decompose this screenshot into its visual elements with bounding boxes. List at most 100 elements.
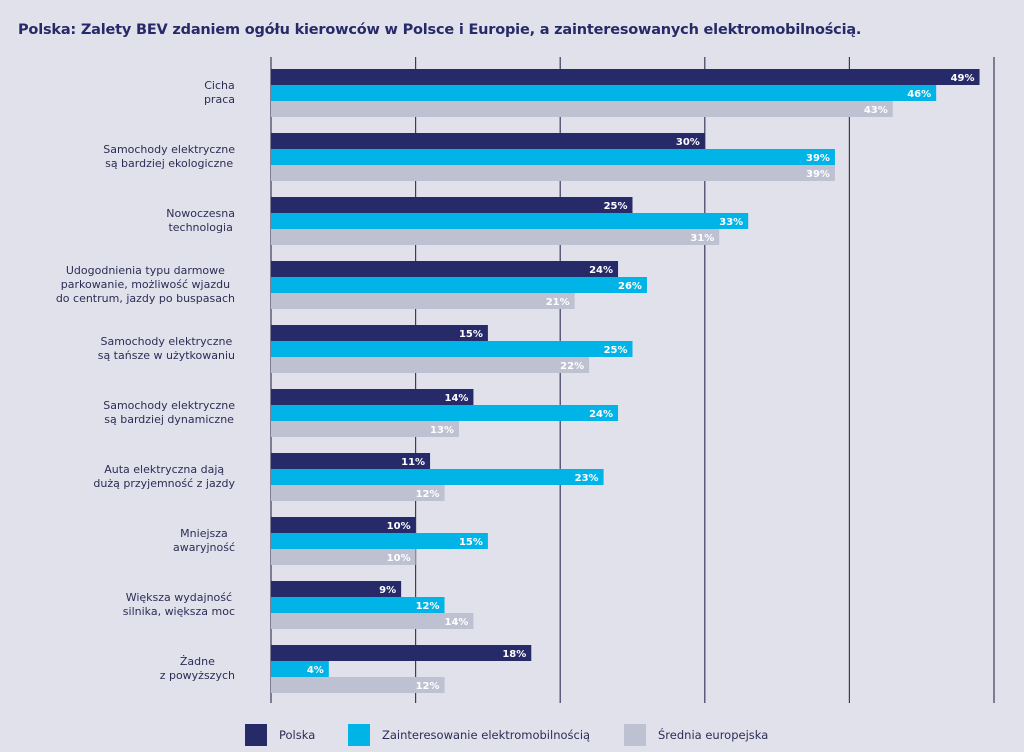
data-label: 12% [416, 489, 440, 500]
data-label: 24% [589, 265, 613, 276]
category-label-line: technologia [168, 221, 233, 234]
category-label: Żadne z powyższych [160, 655, 235, 683]
bar [271, 325, 488, 341]
bar [271, 517, 416, 533]
category-label-line: z powyższych [159, 669, 235, 682]
category-label-line: Samochody elektryczne [100, 335, 233, 348]
legend-item: Polska [245, 724, 315, 746]
bar [271, 133, 705, 149]
category-label: Auta elektryczna dają dużą przyjemność z … [93, 463, 235, 491]
data-label: 12% [416, 681, 440, 692]
bar [271, 101, 893, 117]
bar [271, 469, 604, 485]
category-label: Większa wydajność silnika, większa moc [123, 591, 235, 619]
bar [271, 229, 720, 245]
data-label: 22% [560, 361, 584, 372]
data-label: 39% [806, 153, 830, 164]
data-label: 31% [690, 233, 714, 244]
data-label: 12% [416, 601, 440, 612]
data-label: 9% [379, 585, 396, 596]
bar [271, 389, 474, 405]
legend-item: Zainteresowanie elektromobilnością [348, 724, 590, 746]
bar [271, 261, 619, 277]
data-label: 14% [445, 617, 469, 628]
category-label-line: parkowanie, możliwość wjazdu [60, 278, 231, 291]
category-label-line: Nowoczesna [166, 207, 235, 220]
bar [271, 357, 590, 373]
bar [271, 661, 329, 677]
category-label-line: dużą przyjemność z jazdy [93, 477, 235, 490]
bar [271, 69, 980, 85]
bar [271, 645, 532, 661]
category-label-line: awaryjność [172, 541, 235, 554]
chart-title: Polska: Zalety BEV zdaniem ogółu kierowc… [18, 22, 862, 38]
bar [271, 293, 575, 309]
bar [271, 613, 474, 629]
category-label-line: są bardziej ekologiczne [105, 157, 234, 170]
bar [271, 421, 459, 437]
category-label-line: do centrum, jazdy po buspasach [55, 292, 235, 305]
data-label: 23% [575, 473, 599, 484]
bar [271, 597, 445, 613]
bar [271, 549, 416, 565]
category-label-line: są bardziej dynamiczne [104, 413, 234, 426]
category-label-line: silnika, większa moc [122, 605, 235, 618]
category-label: Samochody elektryczne są tańsze w użytkow… [98, 335, 235, 363]
category-label-line: Żadne [179, 655, 215, 668]
data-label: 24% [589, 409, 613, 420]
category-label: Cicha praca [204, 79, 235, 107]
bar [271, 453, 431, 469]
data-label: 25% [604, 345, 628, 356]
data-label: 33% [719, 217, 743, 228]
data-label: 10% [387, 553, 411, 564]
legend-swatch [624, 724, 646, 746]
data-label: 15% [459, 329, 483, 340]
data-label: 10% [387, 521, 411, 532]
data-label: 21% [546, 297, 570, 308]
bar [271, 213, 749, 229]
data-label: 11% [401, 457, 425, 468]
data-label: 13% [430, 425, 454, 436]
legend-label: Średnia europejska [658, 728, 769, 742]
category-label: Samochody elektryczne są bardziej ekologi… [103, 143, 235, 171]
legend-swatch [348, 724, 370, 746]
data-label: 26% [618, 281, 642, 292]
bar [271, 405, 619, 421]
category-label-line: Cicha [204, 79, 235, 92]
category-label-line: praca [203, 93, 235, 106]
data-label: 43% [864, 105, 888, 116]
bar [271, 581, 402, 597]
category-label-line: Mniejsza [180, 527, 228, 540]
legend-label: Polska [279, 728, 316, 742]
data-label: 14% [445, 393, 469, 404]
bar [271, 165, 835, 181]
data-label: 25% [604, 201, 628, 212]
category-label-line: Auta elektryczna dają [104, 463, 225, 476]
bar [271, 197, 633, 213]
data-label: 18% [502, 649, 526, 660]
bar [271, 85, 937, 101]
legend-item: Średnia europejska [624, 724, 768, 746]
category-label: Samochody elektryczne są bardziej dynamic… [103, 399, 235, 427]
data-label: 49% [951, 73, 975, 84]
data-label: 39% [806, 169, 830, 180]
bar [271, 277, 647, 293]
category-label: Mniejsza awaryjność [173, 527, 235, 555]
legend-label: Zainteresowanie elektromobilnością [382, 728, 591, 742]
legend-swatch [245, 724, 267, 746]
data-label: 30% [676, 137, 700, 148]
category-label-line: Większa wydajność [125, 591, 233, 604]
category-label-line: Samochody elektryczne [103, 399, 235, 412]
data-label: 4% [307, 665, 324, 676]
category-label: Udogodnienia typu darmowe parkowanie, moż… [56, 264, 235, 306]
category-label-line: są tańsze w użytkowaniu [97, 349, 235, 362]
category-label: Nowoczesna technologia [166, 207, 235, 235]
bar [271, 533, 488, 549]
bar [271, 485, 445, 501]
category-label-line: Udogodnienia typu darmowe [65, 264, 225, 277]
bar [271, 677, 445, 693]
bar [271, 341, 633, 357]
bar [271, 149, 835, 165]
data-label: 15% [459, 537, 483, 548]
